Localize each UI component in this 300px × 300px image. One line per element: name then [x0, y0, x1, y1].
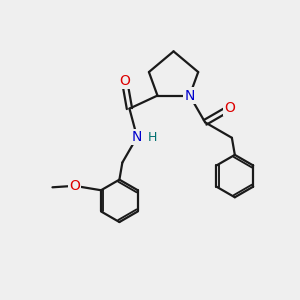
Text: O: O: [69, 179, 80, 193]
Text: N: N: [184, 88, 195, 103]
Text: N: N: [132, 130, 142, 144]
Text: O: O: [119, 74, 130, 88]
Text: O: O: [224, 101, 235, 115]
Text: H: H: [148, 130, 157, 144]
